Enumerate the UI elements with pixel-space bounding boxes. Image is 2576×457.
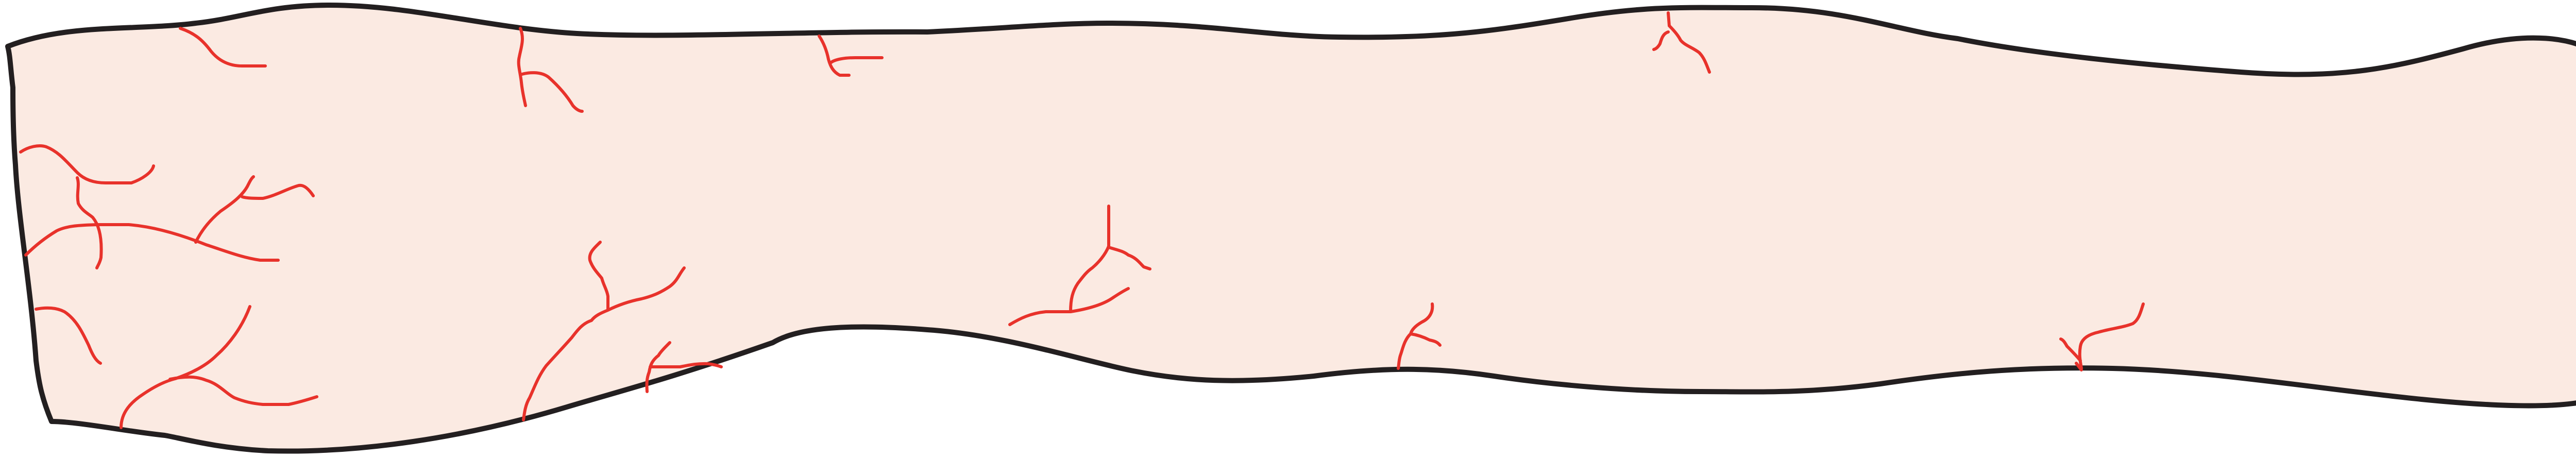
capillary-cluster-10 bbox=[645, 341, 723, 393]
capillary-cluster-6 bbox=[24, 175, 315, 262]
capillary-cluster-7 bbox=[35, 306, 102, 365]
capillary-cluster-12 bbox=[1397, 302, 1442, 370]
capillary-cluster-13 bbox=[2059, 302, 2145, 370]
capillary-cluster-3 bbox=[818, 35, 884, 77]
capillary-cluster-1 bbox=[179, 27, 267, 67]
capillary-cluster-5 bbox=[19, 144, 155, 269]
capillary-network bbox=[19, 11, 2145, 429]
tissue-outline bbox=[5, 3, 2576, 454]
capillary-cluster-11 bbox=[1008, 205, 1151, 326]
capillary-cluster-2 bbox=[517, 27, 584, 113]
capillary-cluster-14 bbox=[2075, 362, 2083, 371]
capillary-cluster-8 bbox=[120, 305, 318, 429]
capillary-cluster-9 bbox=[522, 241, 686, 421]
capillary-cluster-4 bbox=[1652, 11, 1711, 74]
